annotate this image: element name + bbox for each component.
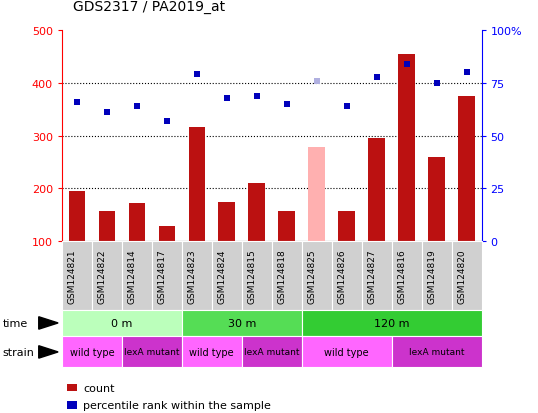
Bar	[188, 127, 205, 242]
Text: wild type: wild type	[69, 347, 114, 357]
Text: GSM124822: GSM124822	[98, 249, 107, 303]
Text: wild type: wild type	[324, 347, 369, 357]
Bar	[369, 139, 385, 242]
Text: GSM124824: GSM124824	[218, 249, 226, 303]
Bar	[279, 211, 295, 242]
Bar	[69, 192, 85, 242]
Text: lexA mutant: lexA mutant	[244, 348, 300, 356]
Text: count: count	[83, 383, 115, 393]
Text: 30 m: 30 m	[228, 318, 256, 328]
Bar	[159, 227, 175, 242]
Bar	[338, 211, 355, 242]
Text: GSM124815: GSM124815	[247, 248, 257, 303]
Bar	[428, 157, 445, 242]
Bar	[308, 148, 325, 242]
Text: 120 m: 120 m	[374, 318, 409, 328]
Text: GSM124817: GSM124817	[158, 248, 167, 303]
Text: GSM124814: GSM124814	[128, 249, 137, 303]
Text: GSM124821: GSM124821	[68, 249, 77, 303]
Bar	[98, 211, 115, 242]
Polygon shape	[39, 317, 58, 330]
Text: GSM124818: GSM124818	[278, 248, 287, 303]
Text: lexA mutant: lexA mutant	[124, 348, 180, 356]
Text: GDS2317 / PA2019_at: GDS2317 / PA2019_at	[73, 0, 225, 14]
Text: GSM124819: GSM124819	[428, 248, 436, 303]
Bar	[458, 97, 475, 242]
Text: percentile rank within the sample: percentile rank within the sample	[83, 400, 271, 410]
Text: 0 m: 0 m	[111, 318, 132, 328]
Bar	[129, 204, 145, 242]
Bar	[398, 55, 415, 242]
Text: GSM124827: GSM124827	[367, 249, 377, 303]
Text: lexA mutant: lexA mutant	[409, 348, 464, 356]
Text: strain: strain	[3, 347, 34, 357]
Text: GSM124826: GSM124826	[338, 249, 346, 303]
Text: GSM124825: GSM124825	[308, 249, 317, 303]
Text: GSM124816: GSM124816	[398, 248, 407, 303]
Bar	[249, 184, 265, 242]
Bar	[218, 202, 235, 242]
Polygon shape	[39, 346, 58, 358]
Text: GSM124823: GSM124823	[188, 249, 197, 303]
Text: GSM124820: GSM124820	[457, 249, 466, 303]
Text: time: time	[3, 318, 28, 328]
Text: wild type: wild type	[189, 347, 234, 357]
